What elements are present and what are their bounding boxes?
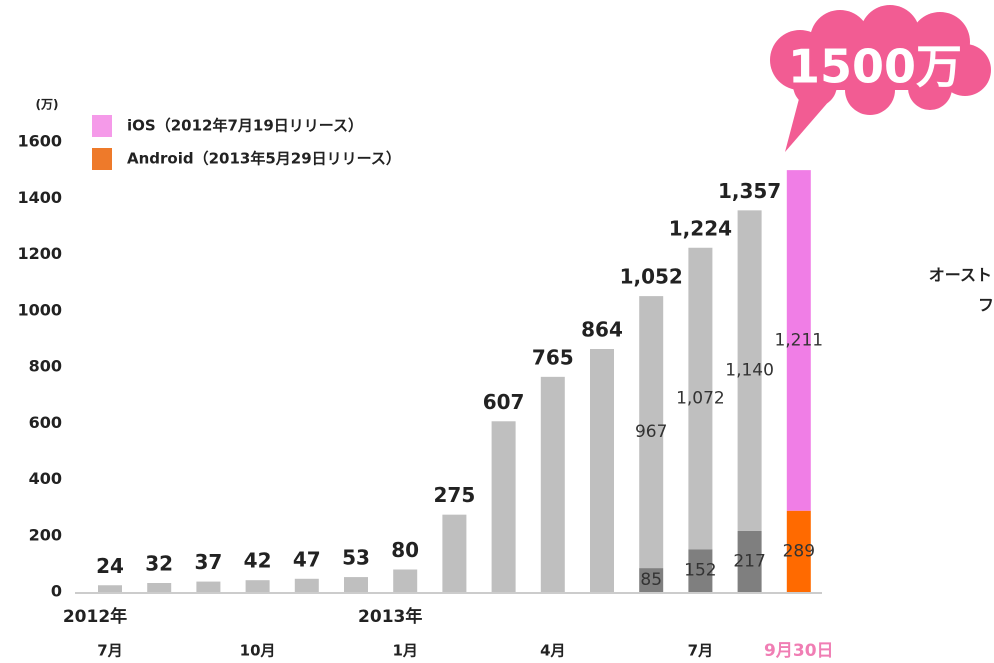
x-tick-label: 10月	[240, 642, 276, 660]
bar-segment	[98, 585, 122, 592]
y-tick-label: 600	[29, 413, 62, 432]
segment-label: 1,211	[774, 330, 823, 350]
total-label: 1,052	[620, 265, 683, 289]
total-label: 24	[96, 554, 124, 578]
y-tick-label: 1200	[17, 244, 62, 263]
legend-label: iOS（2012年7月19日リリース）	[127, 117, 363, 135]
segment-label: 1,140	[725, 361, 774, 381]
y-tick-label: 400	[29, 469, 62, 488]
y-tick-label: 1400	[17, 188, 62, 207]
total-label: 32	[145, 552, 173, 576]
legend-swatch	[92, 148, 112, 170]
x-tick-label: 4月	[540, 642, 565, 660]
segment-label: 289	[783, 541, 815, 561]
legend-label: Android（2013年5月29日リリース）	[127, 150, 401, 168]
segment-label: 152	[684, 561, 716, 581]
year-label: 2013年	[358, 606, 422, 627]
callout-text: 1500万	[788, 40, 962, 94]
total-label: 864	[581, 318, 623, 342]
bar-segment	[541, 377, 565, 592]
total-label: 53	[342, 546, 370, 570]
y-tick-label: 200	[29, 525, 62, 544]
y-unit: (万)	[36, 98, 59, 112]
bar-segment	[393, 570, 417, 593]
side-text: フ	[978, 296, 994, 315]
segment-label: 1,072	[676, 389, 725, 409]
bar-segment	[344, 577, 368, 592]
x-tick-label: 7月	[97, 642, 122, 660]
bar-segment	[196, 582, 220, 592]
legend-swatch	[92, 115, 112, 137]
bar-segment	[492, 421, 516, 592]
total-label: 47	[293, 547, 321, 571]
total-label: 42	[244, 549, 272, 573]
total-label: 1,224	[669, 216, 732, 240]
total-label: 765	[532, 345, 574, 369]
side-text: オースト	[929, 266, 992, 285]
total-label: 1,357	[718, 179, 781, 203]
y-tick-label: 0	[51, 582, 62, 601]
year-label: 2012年	[63, 606, 127, 627]
segment-label: 967	[635, 422, 667, 442]
total-label: 275	[434, 483, 476, 507]
y-tick-label: 800	[29, 357, 62, 376]
y-tick-label: 1600	[17, 132, 62, 151]
bar-segment	[295, 579, 319, 592]
x-tick-label: 1月	[392, 642, 417, 660]
total-label: 607	[483, 390, 525, 414]
bar-segment	[246, 580, 270, 592]
x-tick-label: 7月	[688, 642, 713, 660]
total-label: 80	[391, 538, 419, 562]
chart: 1500万 オースト フ (万) iOS（2012年7月19日リリース） And…	[0, 0, 994, 663]
segment-label: 85	[640, 570, 662, 590]
bar-segment	[590, 349, 614, 592]
bar-segment	[442, 515, 466, 592]
x-tick-label: 9月30日	[764, 641, 834, 661]
bar-segment	[147, 583, 171, 592]
y-tick-label: 1000	[17, 300, 62, 319]
segment-label: 217	[733, 551, 765, 571]
total-label: 37	[194, 550, 222, 574]
